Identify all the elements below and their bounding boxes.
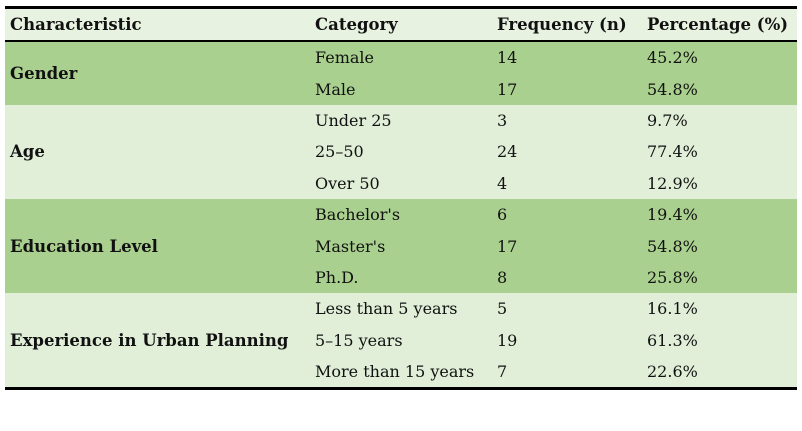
cell-percentage: 9.7% <box>647 110 688 130</box>
cell-frequency: 17 <box>497 79 518 99</box>
cell-category: Under 25 <box>315 110 392 130</box>
cell-frequency: 5 <box>497 299 508 319</box>
cell-frequency: 6 <box>497 205 508 225</box>
table-row: Gender Female 14 45.2% <box>5 41 797 83</box>
cell-percentage: 16.1% <box>647 299 698 319</box>
column-header-category: Category <box>310 7 492 42</box>
header-row: Characteristic Category Frequency (n) Pe… <box>5 7 797 42</box>
cell-percentage: 45.2% <box>647 48 698 68</box>
demographics-table: Characteristic Category Frequency (n) Pe… <box>5 6 797 391</box>
group-label-experience: Experience in Urban Planning <box>10 330 289 350</box>
cell-percentage: 54.8% <box>647 79 698 99</box>
group-label-education-level: Education Level <box>10 236 158 256</box>
cell-category: Over 50 <box>315 173 380 193</box>
cell-percentage: 61.3% <box>647 330 698 350</box>
group-label-age: Age <box>10 142 45 162</box>
column-header-percentage: Percentage (%) <box>642 7 797 42</box>
cell-category: Male <box>315 79 356 99</box>
cell-percentage: 19.4% <box>647 205 698 225</box>
cell-category: Bachelor's <box>315 205 401 225</box>
cell-category: More than 15 years <box>315 362 475 382</box>
cell-category: Less than 5 years <box>315 299 458 319</box>
cell-percentage: 25.8% <box>647 267 698 287</box>
cell-category: 25–50 <box>315 142 364 162</box>
cell-category: Ph.D. <box>315 267 359 287</box>
table-row: Education Level Bachelor's 6 19.4% <box>5 198 797 256</box>
cell-category: Female <box>315 48 374 68</box>
cell-percentage: 54.8% <box>647 236 698 256</box>
column-header-frequency: Frequency (n) <box>492 7 642 42</box>
table-row: Experience in Urban Planning Less than 5… <box>5 293 797 350</box>
cell-frequency: 3 <box>497 110 508 130</box>
cell-frequency: 7 <box>497 362 508 382</box>
cell-frequency: 8 <box>497 267 508 287</box>
cell-percentage: 22.6% <box>647 362 698 382</box>
cell-frequency: 24 <box>497 142 518 162</box>
cell-category: Master's <box>315 236 386 256</box>
cell-frequency: 14 <box>497 48 518 68</box>
cell-frequency: 4 <box>497 173 508 193</box>
column-header-characteristic: Characteristic <box>5 7 310 42</box>
cell-category: 5–15 years <box>315 330 403 350</box>
group-label-gender: Gender <box>10 63 78 83</box>
cell-percentage: 12.9% <box>647 173 698 193</box>
cell-frequency: 19 <box>497 330 518 350</box>
table-row: Age Under 25 3 9.7% <box>5 104 797 161</box>
cell-percentage: 77.4% <box>647 142 698 162</box>
cell-frequency: 17 <box>497 236 518 256</box>
